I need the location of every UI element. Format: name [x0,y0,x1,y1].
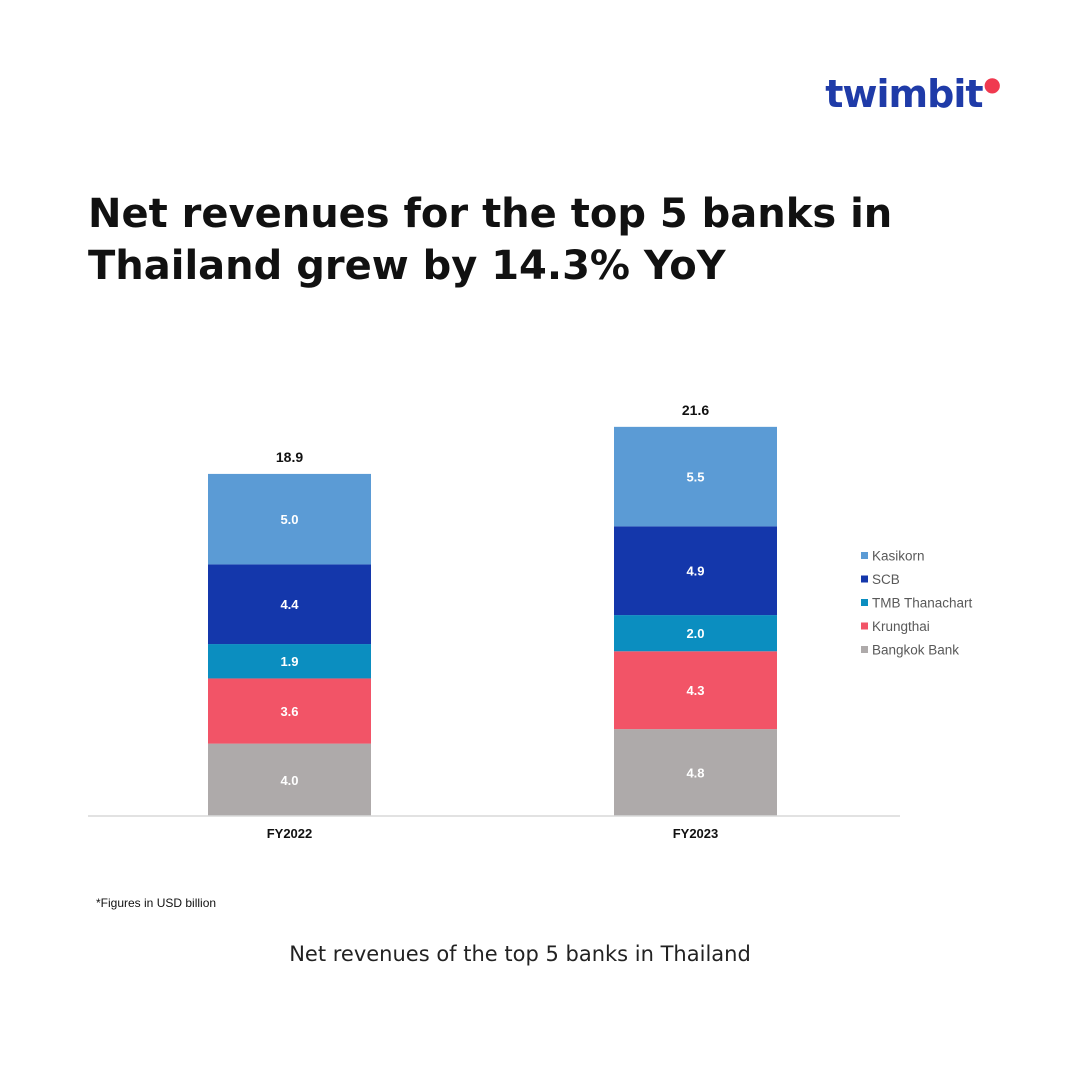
bar-segment-tmb-thanachart-fy2023 [614,615,777,652]
bar-segment-krungthai-fy2023 [614,651,777,730]
data-label-krungthai-fy2022: 3.6 [280,704,298,719]
data-label-tmb-thanachart-fy2022: 1.9 [280,654,298,669]
bar-segment-scb-fy2022 [208,564,371,645]
legend-label-tmb-thanachart: TMB Thanachart [872,596,973,611]
legend-swatch-tmb-thanachart [861,599,868,606]
data-label-bangkok-bank-fy2023: 4.8 [686,766,704,781]
footnote: *Figures in USD billion [96,896,217,910]
legend-swatch-kasikorn [861,552,868,559]
brand-logo: twimbit● [825,72,1001,116]
bar-segment-kasikorn-fy2023 [614,426,777,527]
x-tick-label-fy2022: FY2022 [267,826,313,841]
headline: Net revenues for the top 5 banks in Thai… [88,191,893,289]
legend-swatch-scb [861,575,868,583]
data-label-kasikorn-fy2022: 5.0 [280,512,298,527]
data-label-bangkok-bank-fy2022: 4.0 [280,773,298,788]
data-label-scb-fy2023: 4.9 [686,564,704,579]
bar-segment-kasikorn-fy2022 [208,473,371,565]
legend-swatch-krungthai [861,622,868,630]
legend-label-kasikorn: Kasikorn [872,549,925,564]
chart-caption: Net revenues of the top 5 banks in Thail… [289,942,751,966]
data-label-tmb-thanachart-fy2023: 2.0 [686,626,704,641]
brand-logo-text: twimbit [825,72,983,116]
bar-segment-bangkok-bank-fy2022 [208,743,371,816]
data-label-scb-fy2022: 4.4 [280,597,299,612]
total-label-fy2023: 21.6 [682,402,709,418]
legend-label-scb: SCB [872,572,900,587]
data-label-kasikorn-fy2023: 5.5 [686,470,704,485]
bar-segment-bangkok-bank-fy2023 [614,729,777,816]
legend-swatch-bangkok-bank [861,646,868,653]
bar-segment-tmb-thanachart-fy2022 [208,644,371,679]
data-label-krungthai-fy2023: 4.3 [686,683,704,698]
logo-dot-icon: ● [983,72,1001,96]
legend-label-bangkok-bank: Bangkok Bank [872,643,959,658]
legend-label-krungthai: Krungthai [872,619,930,634]
x-tick-label-fy2023: FY2023 [673,826,719,841]
bar-segment-krungthai-fy2022 [208,678,371,744]
bar-segment-scb-fy2023 [614,526,777,616]
total-label-fy2022: 18.9 [276,449,303,465]
